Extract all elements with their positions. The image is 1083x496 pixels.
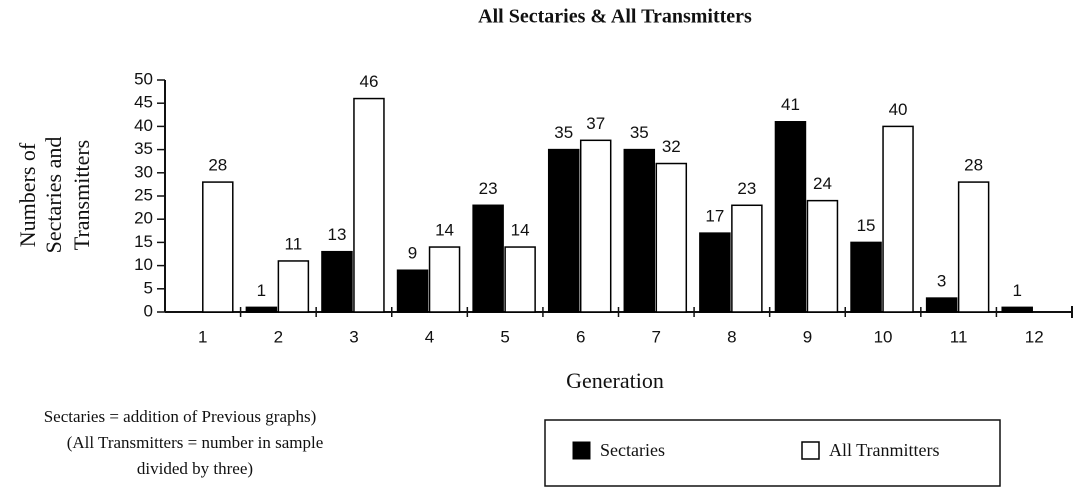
value-label: 13: [327, 225, 346, 244]
value-label: 40: [889, 100, 908, 119]
value-label: 46: [359, 72, 378, 91]
annotation: divided by three): [137, 459, 253, 478]
value-label: 9: [408, 244, 417, 263]
y-tick-label: 35: [134, 139, 153, 158]
legend-label: All Tranmitters: [829, 440, 940, 460]
chart-title: All Sectaries & All Transmitters: [478, 6, 752, 28]
value-label: 1: [257, 281, 266, 300]
x-tick-label: 7: [652, 327, 661, 346]
value-label: 1: [1012, 281, 1021, 300]
bar: [774, 121, 807, 313]
bar: [957, 181, 990, 313]
y-tick-label: 10: [134, 255, 153, 274]
bar: [1001, 306, 1033, 313]
y-tick-label: 25: [134, 185, 153, 204]
y-tick-label: 40: [134, 116, 153, 135]
bar: [277, 260, 310, 313]
y-axis-label: Numbers of Sectaries and Transmitters: [15, 137, 94, 254]
bar: [504, 246, 536, 313]
bar: [547, 148, 580, 313]
bar: [353, 97, 385, 313]
y-tick-label: 30: [134, 162, 153, 181]
value-label: 14: [511, 221, 530, 240]
y-axis-label-line: Transmitters: [69, 140, 94, 250]
bar: [925, 297, 958, 313]
x-tick-label: 11: [950, 327, 968, 346]
bar: [428, 246, 461, 313]
value-label: 17: [705, 207, 724, 226]
x-tick-label: 8: [727, 327, 736, 346]
x-tick-label: 3: [349, 327, 358, 346]
bar: [202, 181, 234, 313]
value-label: 24: [813, 174, 832, 193]
y-tick-label: 45: [134, 93, 153, 112]
y-axis-label-line: Numbers of: [15, 142, 40, 247]
x-tick-label: 4: [425, 327, 434, 346]
bar: [623, 148, 656, 313]
value-label: 28: [964, 156, 983, 175]
value-label: 37: [586, 114, 605, 133]
value-label: 23: [479, 179, 498, 198]
x-tick-label: 6: [576, 327, 585, 346]
annotation: Sectaries = addition of Previous graphs): [44, 407, 317, 426]
legend-swatch: [801, 441, 820, 460]
x-axis-label: Generation: [566, 368, 664, 393]
y-tick-label: 20: [134, 209, 153, 228]
value-label: 3: [937, 272, 946, 291]
bar: [245, 306, 278, 313]
x-tick-label: 10: [874, 327, 893, 346]
value-label: 35: [630, 123, 649, 142]
bar: [699, 232, 731, 313]
legend-swatch: [572, 441, 591, 460]
value-label: 23: [737, 179, 756, 198]
bar: [655, 162, 688, 313]
x-tick-label: 1: [198, 327, 207, 346]
y-tick-label: 15: [134, 232, 153, 251]
value-label: 15: [857, 216, 876, 235]
y-tick-label: 5: [144, 278, 153, 297]
x-tick-label: 2: [274, 327, 283, 346]
bar: [396, 269, 429, 313]
bar: [321, 250, 353, 313]
x-tick-label: 9: [803, 327, 812, 346]
x-tick-label: 12: [1025, 327, 1044, 346]
annotation: (All Transmitters = number in sample: [67, 433, 324, 452]
value-label: 14: [435, 221, 454, 240]
value-label: 32: [662, 137, 681, 156]
y-tick-label: 0: [144, 301, 153, 320]
bar: [731, 204, 763, 313]
bar: [850, 241, 882, 313]
y-axis-label-line: Sectaries and: [41, 137, 66, 254]
bar: [806, 199, 839, 313]
legend-box: [544, 419, 1001, 487]
value-label: 41: [781, 95, 800, 114]
value-label: 28: [208, 156, 227, 175]
legend-label: Sectaries: [600, 440, 665, 460]
y-tick-label: 50: [134, 69, 153, 88]
x-tick-label: 5: [500, 327, 509, 346]
bar: [472, 204, 504, 313]
bar: [579, 139, 612, 313]
bar: [882, 125, 914, 313]
value-label: 11: [285, 234, 303, 253]
value-label: 35: [554, 123, 573, 142]
